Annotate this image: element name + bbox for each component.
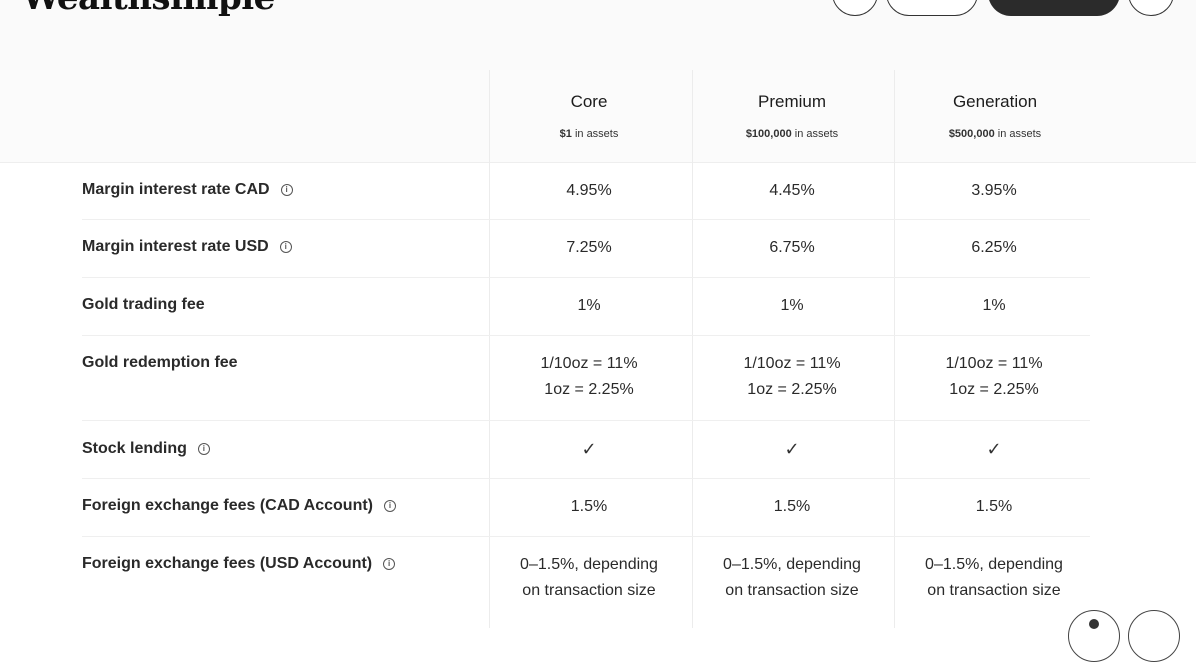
top-header: Wealthsimple [0, 0, 1196, 70]
help-icon [1089, 619, 1099, 629]
cell-generation: 0–1.5%, depending on transaction size [925, 556, 1063, 599]
log-in-button[interactable] [886, 0, 978, 16]
cell-generation: 1.5% [975, 498, 1013, 515]
cell-core: 1.5% [570, 498, 608, 515]
cell-core: 1% [577, 297, 601, 314]
table-row: Gold trading fee 1% 1% 1% [82, 277, 1090, 336]
tier-requirement: $1 in assets [559, 128, 619, 140]
tier-requirement: $500,000 in assets [948, 128, 1042, 140]
table-row: Gold redemption fee 1/10oz = 11% 1oz = 2… [82, 335, 1090, 421]
cell-generation: 6.25% [971, 239, 1017, 256]
cell-premium: 1.5% [773, 498, 811, 515]
cell-premium: 1% [780, 297, 804, 314]
row-label: Gold trading fee [82, 296, 205, 313]
cell-core: 7.25% [566, 239, 612, 256]
chat-button[interactable] [1128, 610, 1180, 662]
cell-premium: 6.75% [769, 239, 815, 256]
get-started-button[interactable] [988, 0, 1120, 16]
cell-generation: 1% [982, 297, 1006, 314]
column-divider [894, 70, 895, 628]
row-label: Foreign exchange fees (CAD Account) i [82, 497, 397, 515]
table-row: Margin interest rate CAD i 4.95% 4.45% 3.… [82, 162, 1090, 220]
cell-premium: 0–1.5%, depending on transaction size [723, 556, 861, 599]
cell-core: 0–1.5%, depending on transaction size [520, 556, 658, 599]
cell-premium: 1/10oz = 11% 1oz = 2.25% [743, 355, 841, 398]
menu-button[interactable] [1128, 0, 1174, 16]
cell-core: 4.95% [566, 182, 612, 199]
info-icon[interactable]: i [280, 184, 293, 196]
row-label: Gold redemption fee [82, 354, 238, 371]
tier-header: Core $1 in assets Premium $100,000 in as… [0, 70, 1196, 163]
cell-generation: 1/10oz = 11% 1oz = 2.25% [945, 355, 1043, 398]
row-label: Stock lending i [82, 440, 210, 458]
cell-premium: 4.45% [769, 182, 815, 199]
search-button[interactable] [832, 0, 878, 16]
row-label: Margin interest rate USD i [82, 238, 292, 256]
info-icon[interactable]: i [384, 500, 397, 512]
info-icon[interactable]: i [279, 241, 292, 253]
tier-name: Generation [952, 92, 1038, 111]
info-icon[interactable]: i [383, 558, 396, 570]
tier-premium: Premium $100,000 in assets [692, 70, 892, 162]
table-row: Foreign exchange fees (USD Account) i 0–1… [82, 536, 1090, 628]
row-label: Foreign exchange fees (USD Account) i [82, 555, 396, 573]
checkmark-icon: ✓ [784, 439, 800, 459]
cell-generation: 3.95% [971, 182, 1017, 199]
wealthsimple-logo[interactable]: Wealthsimple [22, 0, 275, 18]
checkmark-icon: ✓ [986, 439, 1002, 459]
column-divider [489, 70, 490, 628]
cell-core: 1/10oz = 11% 1oz = 2.25% [540, 355, 638, 398]
tier-requirement: $100,000 in assets [745, 128, 839, 140]
help-button[interactable] [1068, 610, 1120, 662]
table-row: Foreign exchange fees (CAD Account) i 1.5… [82, 478, 1090, 537]
row-label: Margin interest rate CAD i [82, 181, 293, 199]
table-row: Stock lending i ✓ ✓ ✓ [82, 420, 1090, 479]
tier-core: Core $1 in assets [489, 70, 689, 162]
info-icon[interactable]: i [197, 443, 210, 455]
column-divider [692, 70, 693, 628]
table-row: Margin interest rate USD i 7.25% 6.75% 6.… [82, 219, 1090, 278]
tier-generation: Generation $500,000 in assets [895, 70, 1095, 162]
tier-name: Premium [757, 92, 826, 111]
checkmark-icon: ✓ [581, 439, 597, 459]
tier-name: Core [570, 92, 608, 111]
